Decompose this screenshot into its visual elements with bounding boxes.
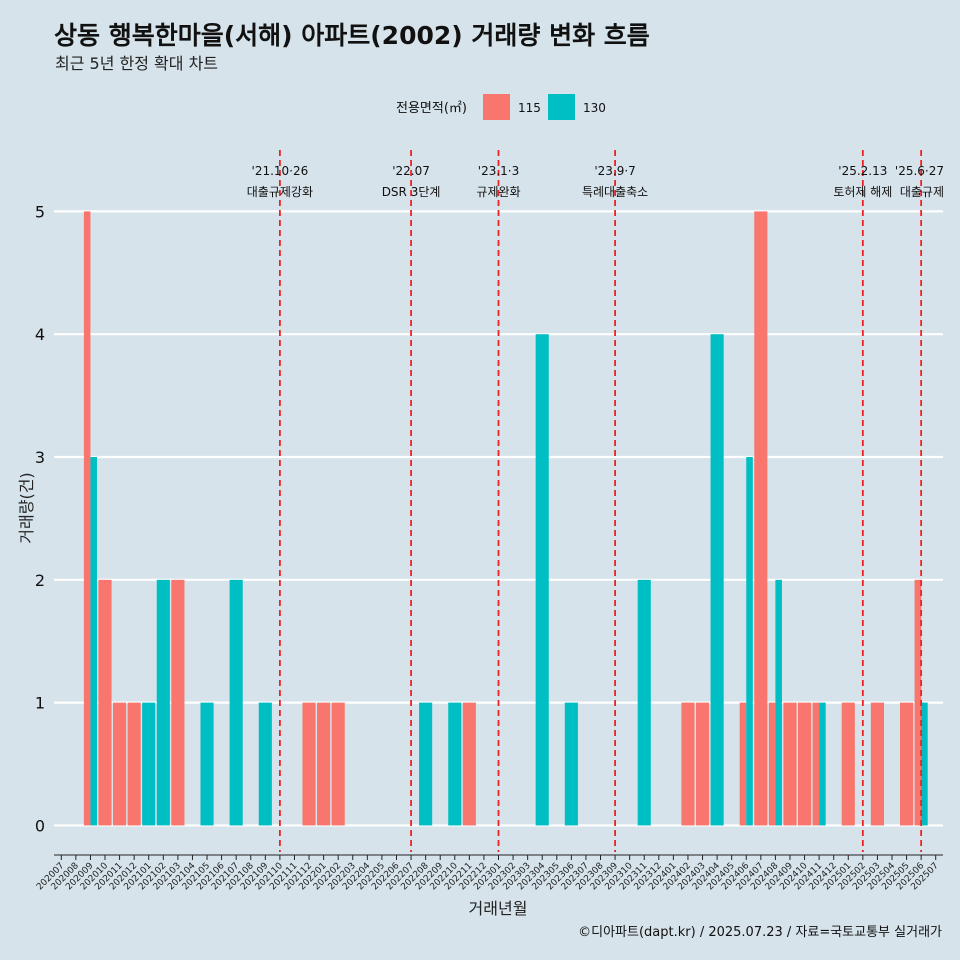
legend-label-115: 115 xyxy=(518,101,541,115)
annotation-date: '23.9·7 xyxy=(594,164,635,178)
legend-label-130: 130 xyxy=(583,101,606,115)
y-tick-label: 2 xyxy=(35,571,45,590)
y-tick-label: 0 xyxy=(35,816,45,835)
bar-130-202304 xyxy=(535,334,549,826)
bar-115-202501 xyxy=(841,702,855,826)
x-axis: 2020072020082020092020102020112020122021… xyxy=(35,854,943,892)
bar-130-202406 xyxy=(746,457,753,826)
annotation-label: DSR 3단계 xyxy=(382,185,441,199)
legend-swatch-130 xyxy=(548,94,575,120)
annotation-date: '25.2.13 xyxy=(838,164,887,178)
legend-swatch-115 xyxy=(483,94,510,120)
annotation-date: '23.1·3 xyxy=(478,164,519,178)
annotation-label: 특례대출축소 xyxy=(582,185,648,199)
bar-115-202409 xyxy=(783,702,797,826)
bar-130-202311 xyxy=(637,579,651,826)
bar-115-202402 xyxy=(681,702,695,826)
legend-title: 전용면적(㎡) xyxy=(396,101,467,116)
bars xyxy=(83,211,928,826)
annotation-label: 대출규제 xyxy=(900,185,944,199)
bar-130-202306 xyxy=(564,702,578,826)
bar-115-202505 xyxy=(900,702,914,826)
bar-115-202202 xyxy=(331,702,345,826)
annotation-label: 대출규제강화 xyxy=(247,185,313,199)
bar-130-202506 xyxy=(921,702,928,826)
bar-115-202103 xyxy=(171,579,185,826)
y-tick-label: 5 xyxy=(35,202,45,221)
bar-115-202503 xyxy=(870,702,884,826)
bar-130-202105 xyxy=(200,702,214,826)
caption: ©디아파트(dapt.kr) / 2025.07.23 / 자료=국토교통부 실… xyxy=(578,925,942,940)
y-tick-label: 1 xyxy=(35,694,45,713)
chart-subtitle: 최근 5년 한정 확대 차트 xyxy=(55,54,218,73)
y-axis-title: 거래량(건) xyxy=(17,472,36,543)
bar-115-202112 xyxy=(302,702,316,826)
bar-115-202011 xyxy=(113,702,127,826)
bar-130-202208 xyxy=(419,702,433,826)
annotation-label: 토허제 해제 xyxy=(833,185,892,199)
bar-115-202010 xyxy=(98,579,112,826)
bar-115-202211 xyxy=(462,702,476,826)
annotation-date: '21.10·26 xyxy=(252,164,309,178)
y-tick-label: 3 xyxy=(35,448,45,467)
bar-130-202404 xyxy=(710,334,724,826)
bar-115-202406 xyxy=(739,702,747,826)
bar-115-202410 xyxy=(797,702,812,826)
annotation-date: '22.07 xyxy=(392,164,430,178)
bar-130-202009 xyxy=(90,457,97,826)
bar-115-202407 xyxy=(754,211,768,826)
bar-115-202009 xyxy=(83,211,91,826)
bar-130-202411 xyxy=(819,702,826,826)
bar-115-202408 xyxy=(768,702,776,826)
bar-115-202012 xyxy=(127,702,141,826)
annotations: '21.10·26 대출규제강화 '22.07 DSR 3단계 '23.1·3 규제완화 '… xyxy=(247,150,944,852)
bar-130-202408 xyxy=(775,579,782,826)
annotation-date: '25.6·27 xyxy=(895,164,944,178)
bar-130-202210 xyxy=(448,702,462,826)
bar-130-202107 xyxy=(229,579,243,826)
bar-130-202101 xyxy=(142,702,156,826)
bar-115-202411 xyxy=(812,702,820,826)
bar-130-202102 xyxy=(156,579,170,826)
bar-115-202403 xyxy=(695,702,710,826)
bar-130-202109 xyxy=(258,702,272,826)
bar-115-202506 xyxy=(914,579,922,826)
bar-115-202201 xyxy=(317,702,331,826)
chart-title: 상동 행복한마을(서해) 아파트(2002) 거래량 변화 흐름 xyxy=(54,21,650,50)
y-tick-label: 4 xyxy=(35,325,45,344)
x-axis-title: 거래년월 xyxy=(469,899,528,918)
legend: 전용면적(㎡) 115 130 xyxy=(396,94,606,120)
annotation-label: 규제완화 xyxy=(476,185,520,199)
